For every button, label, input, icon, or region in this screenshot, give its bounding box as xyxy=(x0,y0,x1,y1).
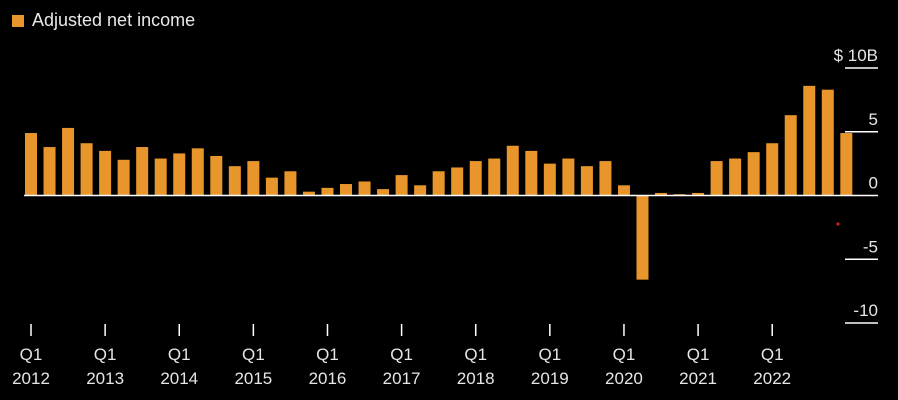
bar xyxy=(377,189,390,196)
bar xyxy=(154,158,167,196)
x-tick-year: 2017 xyxy=(383,369,421,388)
bar xyxy=(562,158,575,196)
x-tick-quarter: Q1 xyxy=(613,345,636,364)
bar xyxy=(821,89,834,196)
bar xyxy=(580,166,593,196)
x-tick-quarter: Q1 xyxy=(316,345,339,364)
bar xyxy=(265,177,278,196)
y-tick-label: $ 10B xyxy=(834,46,878,65)
bar xyxy=(525,150,538,196)
bar xyxy=(43,147,56,196)
bar xyxy=(191,148,204,196)
bar xyxy=(692,192,705,196)
legend: Adjusted net income xyxy=(12,10,195,31)
bar xyxy=(173,153,186,196)
y-tick-label: -10 xyxy=(853,301,878,320)
bar xyxy=(210,155,223,196)
bar xyxy=(321,187,334,196)
x-tick-year: 2021 xyxy=(679,369,717,388)
bar xyxy=(284,171,297,196)
bar xyxy=(636,195,649,280)
legend-swatch xyxy=(12,14,24,27)
bar xyxy=(358,181,371,196)
y-tick-label: -5 xyxy=(863,237,878,256)
bar xyxy=(80,143,93,196)
bar xyxy=(340,184,353,196)
y-tick-label: 0 xyxy=(869,174,878,193)
bar xyxy=(784,115,797,196)
x-tick-quarter: Q1 xyxy=(390,345,413,364)
bar xyxy=(99,150,112,196)
bar xyxy=(395,175,408,196)
x-tick-quarter: Q1 xyxy=(168,345,191,364)
bar xyxy=(840,133,853,196)
bar xyxy=(617,185,630,196)
bar xyxy=(25,133,37,196)
bar xyxy=(766,143,779,196)
bar xyxy=(302,191,315,196)
x-tick-year: 2018 xyxy=(457,369,495,388)
x-tick-year: 2020 xyxy=(605,369,643,388)
y-tick-label: 5 xyxy=(869,110,878,129)
x-tick-year: 2012 xyxy=(12,369,50,388)
bar xyxy=(655,192,668,196)
x-tick-year: 2016 xyxy=(309,369,347,388)
legend-label: Adjusted net income xyxy=(32,10,196,30)
bar xyxy=(599,161,612,196)
x-tick-quarter: Q1 xyxy=(538,345,561,364)
x-tick-year: 2022 xyxy=(753,369,791,388)
bar xyxy=(543,163,556,196)
bar xyxy=(228,166,241,196)
x-tick-quarter: Q1 xyxy=(464,345,487,364)
bar xyxy=(414,185,427,196)
x-tick-quarter: Q1 xyxy=(687,345,710,364)
annotation-dot xyxy=(836,222,840,226)
bar xyxy=(506,145,519,196)
bar xyxy=(117,159,130,196)
x-tick-year: 2013 xyxy=(86,369,124,388)
bar xyxy=(451,167,464,196)
x-tick-quarter: Q1 xyxy=(20,345,43,364)
x-tick-year: 2019 xyxy=(531,369,569,388)
bar xyxy=(710,161,723,196)
bar xyxy=(488,158,501,196)
bar xyxy=(136,147,149,196)
x-tick-quarter: Q1 xyxy=(761,345,784,364)
bar xyxy=(747,152,760,196)
bar xyxy=(729,158,742,196)
bar xyxy=(469,161,482,196)
x-tick-year: 2015 xyxy=(234,369,272,388)
x-tick-quarter: Q1 xyxy=(94,345,117,364)
bar xyxy=(62,127,75,196)
x-tick-quarter: Q1 xyxy=(242,345,265,364)
bar xyxy=(247,161,260,196)
bar xyxy=(432,171,445,196)
bar xyxy=(803,85,816,196)
x-tick-year: 2014 xyxy=(160,369,198,388)
